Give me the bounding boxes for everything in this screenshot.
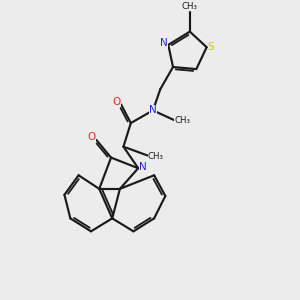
Text: O: O — [112, 97, 121, 107]
Text: CH₃: CH₃ — [148, 152, 164, 160]
Text: S: S — [208, 42, 214, 52]
Text: CH₃: CH₃ — [182, 2, 198, 11]
Text: O: O — [88, 132, 96, 142]
Text: CH₃: CH₃ — [174, 116, 190, 125]
Text: N: N — [149, 105, 157, 115]
Text: N: N — [160, 38, 168, 48]
Text: N: N — [139, 162, 146, 172]
